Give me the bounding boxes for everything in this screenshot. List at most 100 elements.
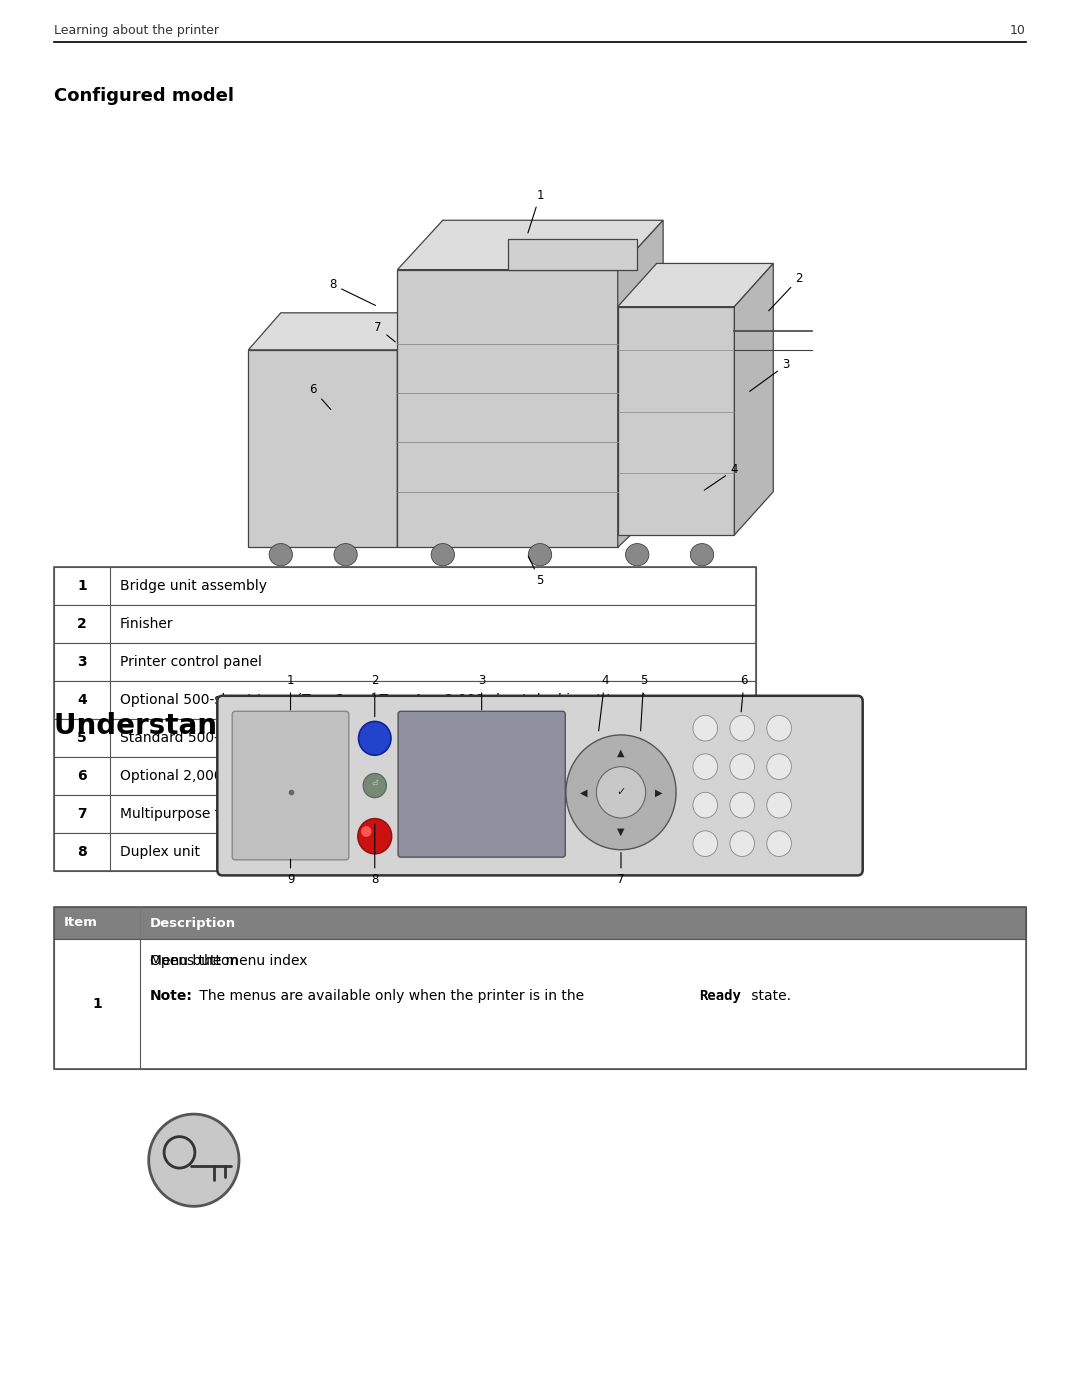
- Bar: [54, 907, 1026, 1069]
- Circle shape: [596, 767, 646, 819]
- Polygon shape: [618, 221, 663, 548]
- Text: Optional 500-sheet trays (Tray 3 and Tray 4 or 2,000-sheet dual input trays): Optional 500-sheet trays (Tray 3 and Tra…: [120, 693, 647, 707]
- Circle shape: [693, 754, 717, 780]
- Bar: [54, 680, 756, 719]
- Text: state.: state.: [747, 989, 791, 1003]
- Circle shape: [566, 735, 676, 849]
- Text: 6: 6: [77, 768, 86, 782]
- Circle shape: [767, 715, 792, 740]
- Text: 3: 3: [77, 655, 86, 669]
- Circle shape: [767, 831, 792, 856]
- Circle shape: [730, 715, 755, 740]
- Bar: [54, 757, 756, 795]
- Text: ⏎: ⏎: [372, 780, 378, 789]
- FancyBboxPatch shape: [399, 711, 565, 858]
- FancyBboxPatch shape: [232, 711, 349, 861]
- Text: ▼: ▼: [618, 827, 624, 837]
- Text: 8: 8: [77, 845, 86, 859]
- Text: 2: 2: [77, 617, 86, 631]
- Bar: [54, 567, 756, 605]
- Text: 1: 1: [77, 578, 86, 592]
- Text: 1: 1: [92, 997, 102, 1011]
- Circle shape: [363, 774, 387, 798]
- Text: 7: 7: [375, 321, 395, 342]
- Text: 3: 3: [478, 675, 485, 710]
- Circle shape: [528, 543, 552, 566]
- Circle shape: [730, 831, 755, 856]
- Text: ✓: ✓: [617, 788, 625, 798]
- Circle shape: [767, 792, 792, 819]
- Bar: [54, 939, 1026, 1069]
- Polygon shape: [397, 270, 618, 548]
- Text: Learning about the printer: Learning about the printer: [54, 24, 219, 36]
- Text: 2: 2: [372, 675, 378, 717]
- Circle shape: [269, 543, 293, 566]
- Polygon shape: [734, 264, 773, 535]
- Circle shape: [625, 543, 649, 566]
- Polygon shape: [618, 307, 734, 535]
- Text: Configured model: Configured model: [54, 87, 234, 105]
- Bar: [54, 643, 756, 680]
- Circle shape: [690, 543, 714, 566]
- Circle shape: [334, 543, 357, 566]
- Bar: [54, 567, 756, 870]
- Text: 6: 6: [741, 675, 747, 712]
- Text: Description: Description: [150, 916, 237, 929]
- Text: 7: 7: [77, 807, 86, 821]
- FancyBboxPatch shape: [217, 696, 863, 876]
- Polygon shape: [618, 264, 773, 307]
- Text: Note:: Note:: [150, 989, 193, 1003]
- Polygon shape: [508, 239, 637, 270]
- Text: 9: 9: [287, 859, 294, 887]
- Text: ▶: ▶: [654, 788, 662, 798]
- Text: 8: 8: [329, 278, 376, 306]
- Text: 5: 5: [528, 556, 543, 587]
- Circle shape: [359, 721, 391, 756]
- Circle shape: [693, 831, 717, 856]
- Polygon shape: [248, 349, 397, 548]
- Polygon shape: [397, 221, 663, 270]
- Circle shape: [149, 1115, 239, 1207]
- Text: 8: 8: [372, 824, 378, 887]
- Text: 4: 4: [77, 693, 86, 707]
- Polygon shape: [248, 313, 430, 349]
- Text: 1: 1: [287, 675, 294, 710]
- Bar: [54, 833, 756, 870]
- Text: 4: 4: [598, 675, 608, 731]
- Text: 3: 3: [750, 359, 789, 391]
- Text: 10: 10: [1010, 24, 1026, 36]
- Circle shape: [361, 826, 372, 837]
- Bar: [54, 719, 756, 757]
- Circle shape: [693, 792, 717, 819]
- Text: Standard 500-sheet trays (Tray 1 and Tray 2): Standard 500-sheet trays (Tray 1 and Tra…: [120, 731, 432, 745]
- Text: Optional 2,000-sheet high capacity feeder (Tray 5): Optional 2,000-sheet high capacity feede…: [120, 768, 471, 782]
- Text: 4: 4: [704, 464, 738, 490]
- Circle shape: [693, 715, 717, 740]
- Text: 6: 6: [310, 383, 330, 409]
- Text: 5: 5: [640, 675, 647, 731]
- Text: The menus are available only when the printer is in the: The menus are available only when the pr…: [195, 989, 589, 1003]
- Circle shape: [730, 754, 755, 780]
- Text: 7: 7: [618, 852, 624, 887]
- Text: Ready: Ready: [699, 989, 741, 1003]
- Circle shape: [730, 792, 755, 819]
- Text: Finisher: Finisher: [120, 617, 174, 631]
- Bar: [54, 907, 1026, 939]
- Text: Printer control panel: Printer control panel: [120, 655, 261, 669]
- Text: ◀: ◀: [580, 788, 588, 798]
- Circle shape: [767, 754, 792, 780]
- Text: Item: Item: [64, 916, 98, 929]
- Text: 2: 2: [769, 272, 802, 310]
- Text: Understanding the printer control panel: Understanding the printer control panel: [54, 712, 684, 740]
- Circle shape: [431, 543, 455, 566]
- Text: 1: 1: [528, 189, 543, 233]
- Text: ▲: ▲: [618, 749, 624, 759]
- Text: Multipurpose feeder: Multipurpose feeder: [120, 807, 260, 821]
- Circle shape: [357, 819, 392, 854]
- Text: Menu button: Menu button: [150, 954, 239, 968]
- Text: Duplex unit: Duplex unit: [120, 845, 200, 859]
- Text: Bridge unit assembly: Bridge unit assembly: [120, 578, 267, 592]
- Text: 5: 5: [77, 731, 86, 745]
- Text: Opens the menu index: Opens the menu index: [150, 954, 308, 968]
- Polygon shape: [397, 313, 430, 548]
